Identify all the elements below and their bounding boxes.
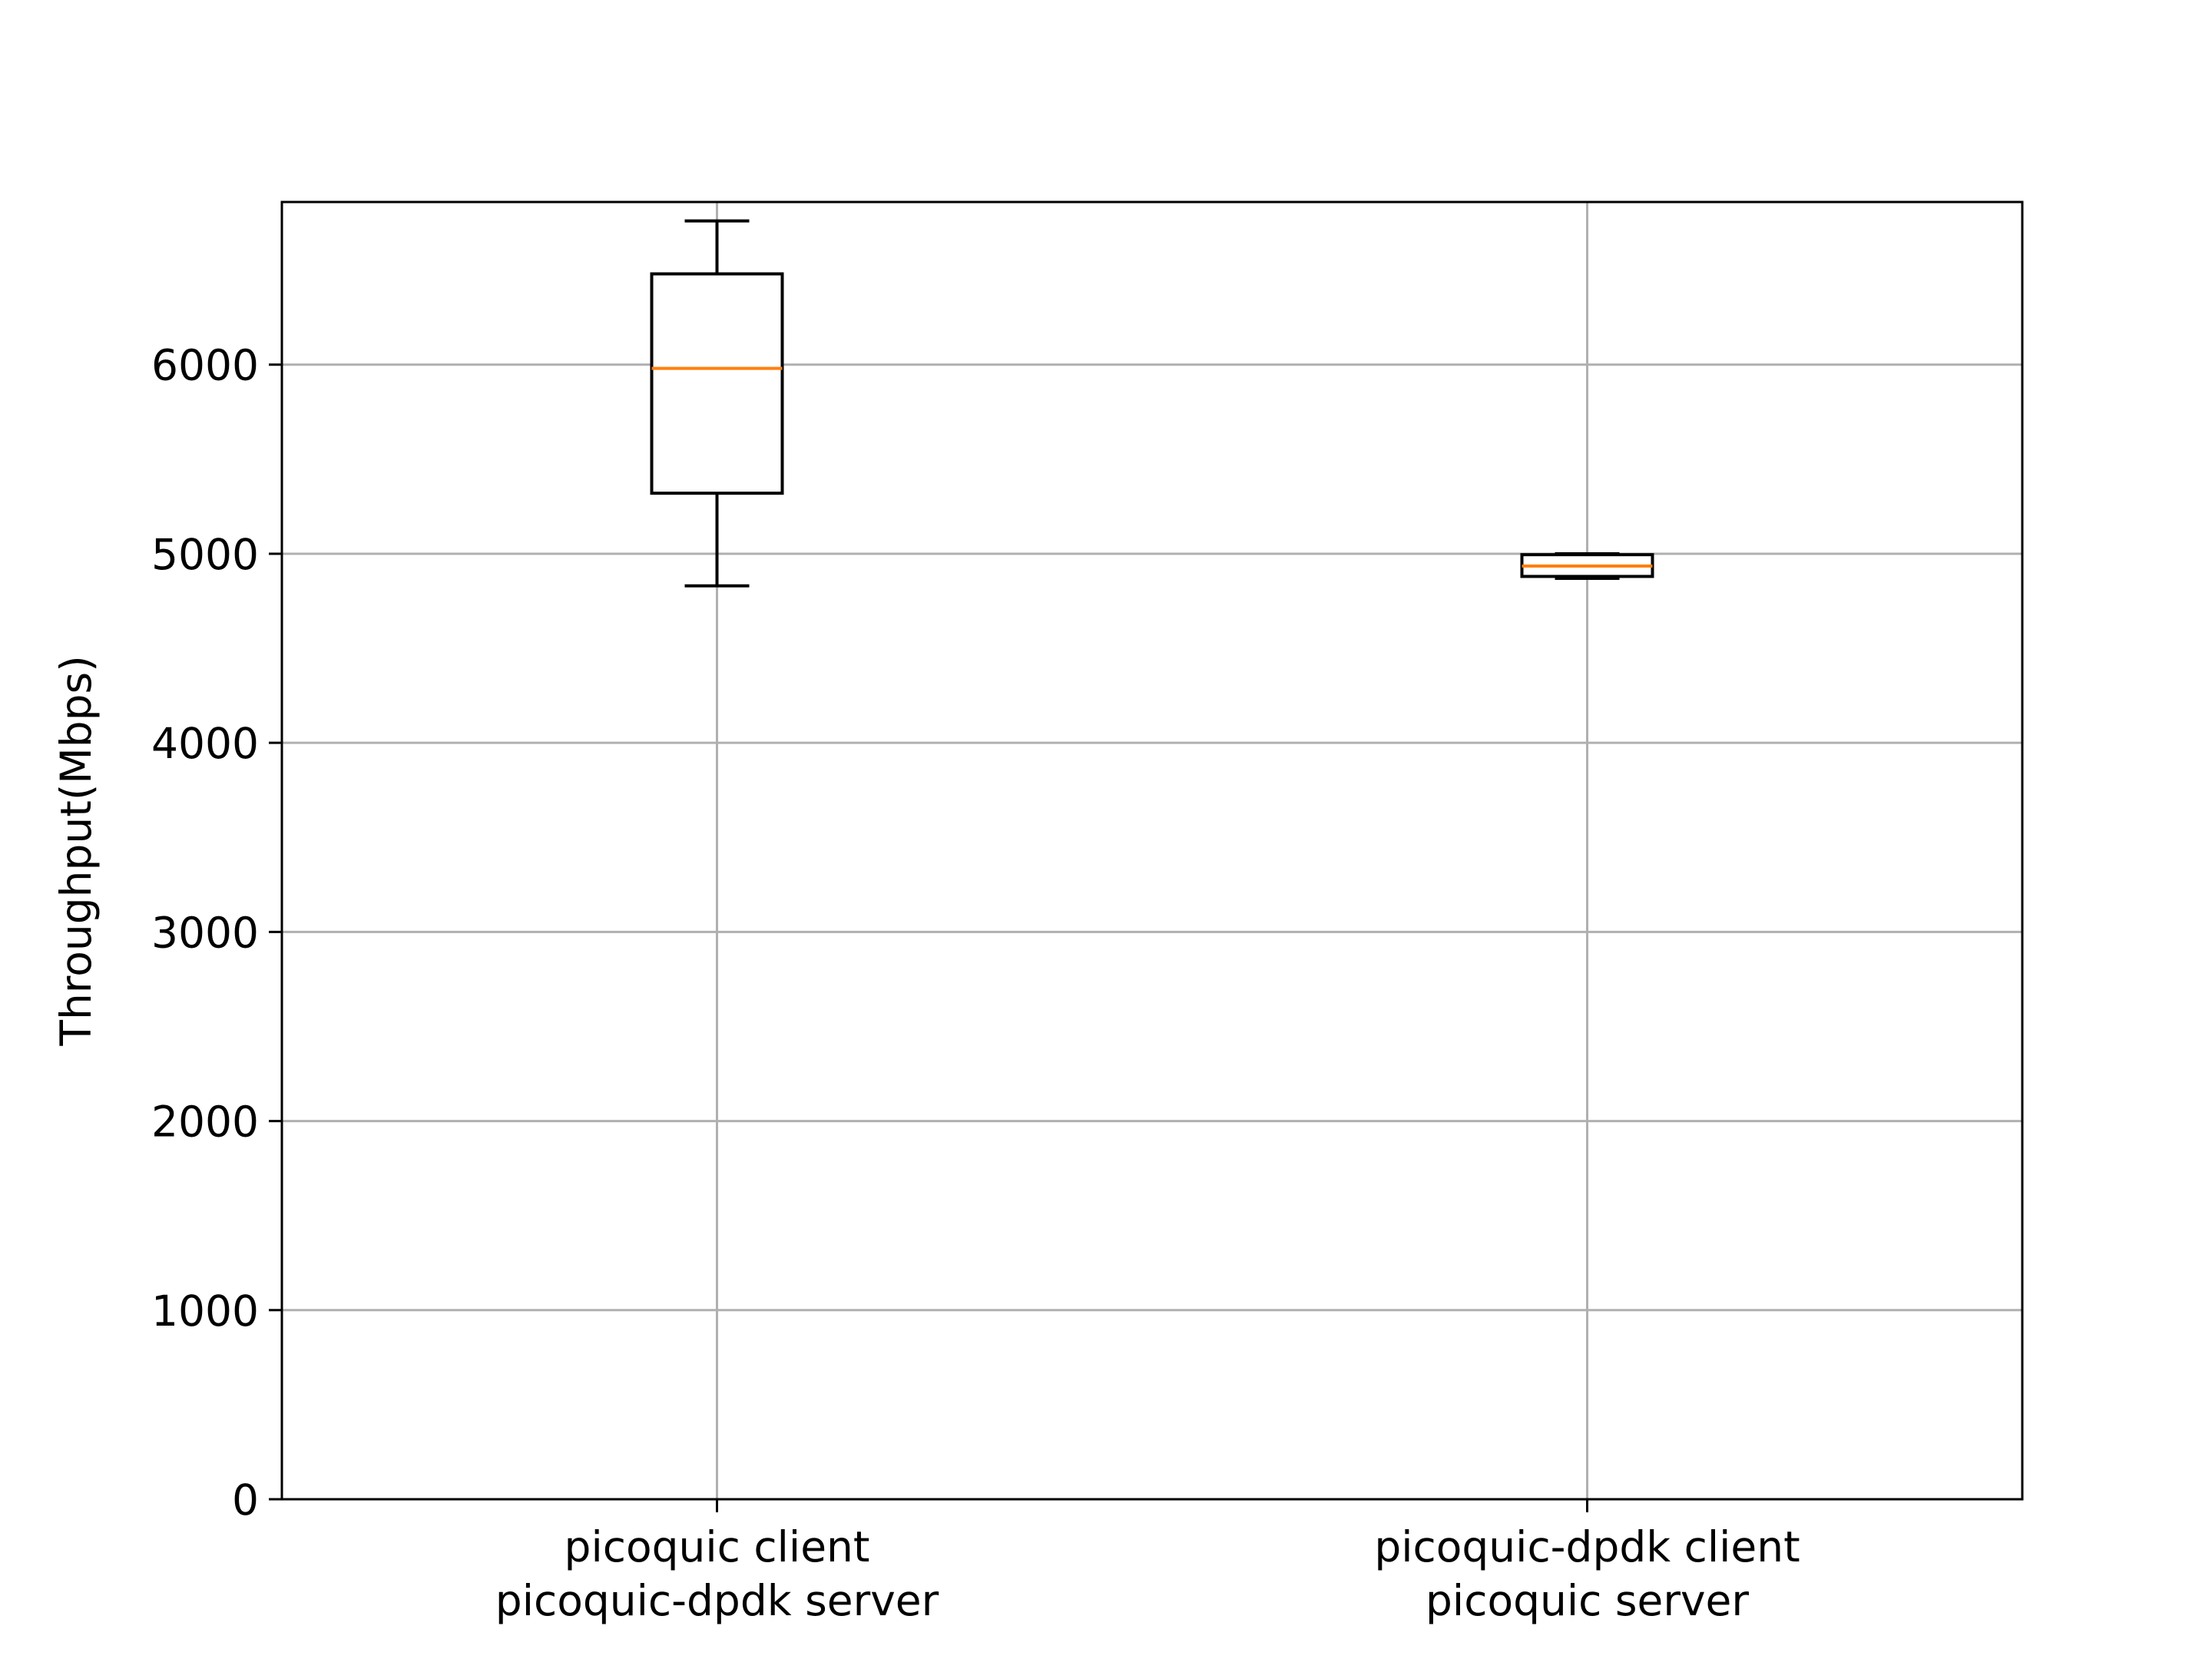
- x-tick-label: picoquic server: [1426, 1576, 1749, 1625]
- y-axis-label: Throughput(Mbps): [51, 655, 101, 1046]
- y-tick-label: 4000: [151, 719, 259, 768]
- y-tick-label: 5000: [151, 530, 259, 579]
- y-tick-label: 3000: [151, 908, 259, 957]
- x-tick-label: picoquic-dpdk server: [495, 1576, 939, 1625]
- x-tick-label: picoquic client: [565, 1522, 870, 1571]
- axis-ticks: 0 1000 2000 3000 4000 5000 6000 picoquic client…: [151, 341, 1800, 1625]
- x-tick-label: picoquic-dpdk client: [1374, 1522, 1800, 1571]
- y-tick-label: 0: [232, 1475, 259, 1525]
- grid-lines: [282, 202, 2022, 1501]
- y-tick-label: 2000: [151, 1098, 259, 1147]
- box-body: [650, 272, 784, 495]
- y-tick-label: 1000: [151, 1286, 259, 1336]
- axes-frame: [280, 200, 2024, 1501]
- y-tick-label: 6000: [151, 341, 259, 390]
- box-group: [1520, 551, 1654, 580]
- box-group: [650, 219, 784, 588]
- boxes: [650, 219, 1654, 588]
